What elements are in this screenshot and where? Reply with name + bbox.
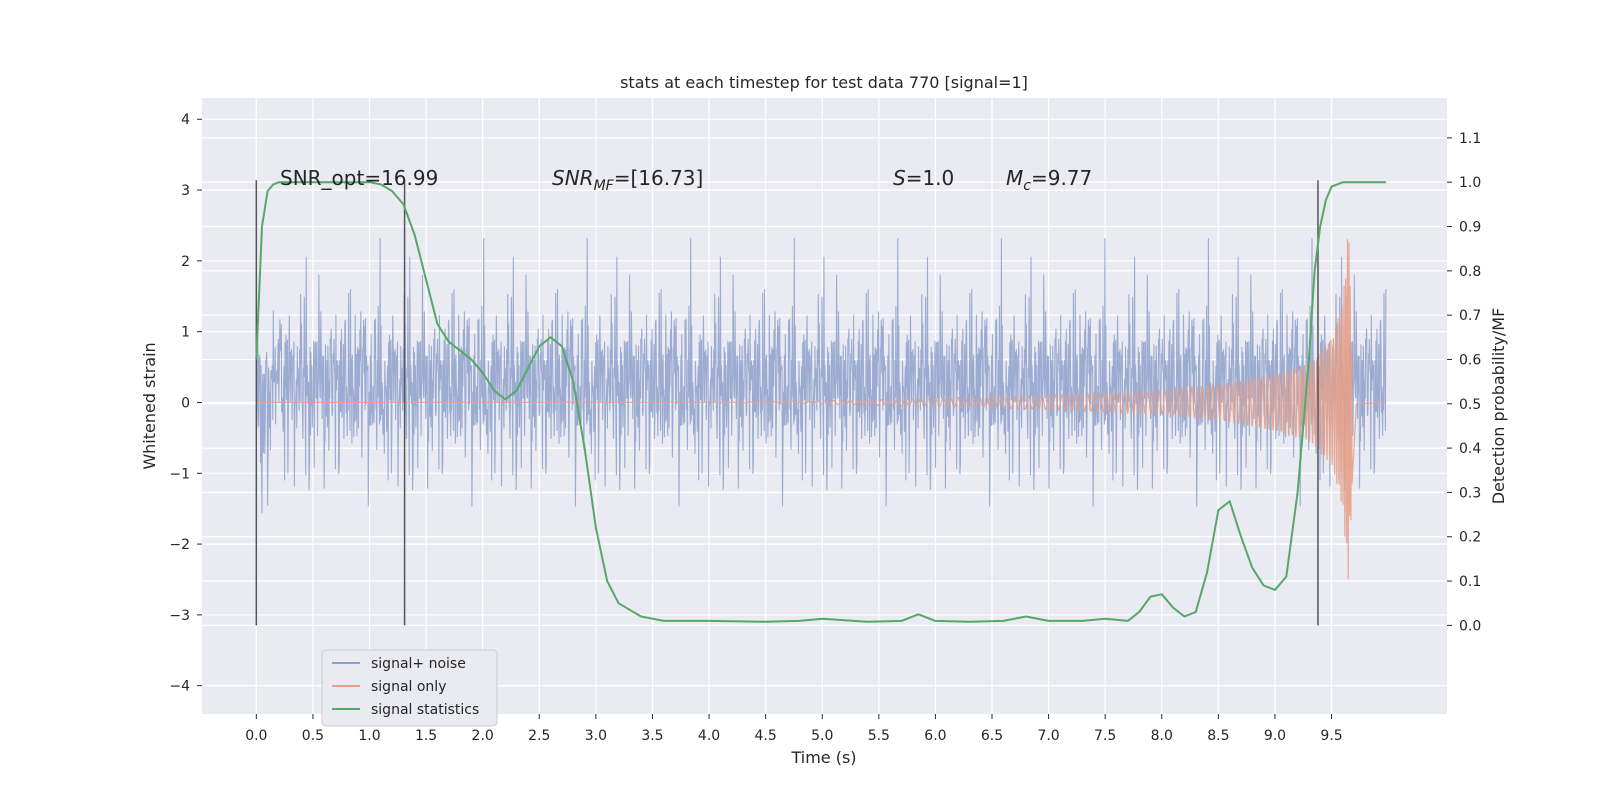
y-axis-label: Whitened strain [140, 342, 159, 469]
y-right-tick-label: 0.0 [1459, 618, 1481, 634]
y-right-tick-label: 0.5 [1459, 397, 1481, 413]
y-tick-label: 1 [181, 325, 190, 341]
y-right-tick-label: 0.7 [1459, 308, 1481, 324]
x-tick-label: 2.5 [528, 728, 550, 744]
x-tick-label: 4.0 [698, 728, 720, 744]
x-tick-label: 8.0 [1151, 728, 1173, 744]
y-right-tick-label: 0.6 [1459, 352, 1481, 368]
x-tick-label: 6.5 [981, 728, 1003, 744]
signal-only-line [256, 238, 1386, 580]
x-tick-label: 5.5 [868, 728, 890, 744]
y-axis-right-label: Detection probability/MF [1489, 308, 1508, 505]
x-axis-label: Time (s) [790, 748, 856, 767]
ticks: 0.0 0.5 1.0 1.5 2.0 2.5 3.0 3.5 4.0 4.5 5.0 5.5 6.0 6… [169, 112, 1481, 744]
annotation-snr-opt: SNR_opt=16.99 [280, 166, 438, 190]
x-tick-label: 9.5 [1320, 728, 1342, 744]
legend: signal+ noise signal only signal statist… [321, 649, 498, 727]
annotation-snr-mf: SNRMF=[16.73] [552, 166, 703, 194]
y-tick-label: 3 [181, 183, 190, 199]
x-tick-label: 4.5 [755, 728, 777, 744]
y-tick-label: −1 [169, 466, 190, 482]
legend-box [321, 649, 498, 727]
x-tick-label: 0.0 [245, 728, 267, 744]
y-tick-label: 0 [181, 395, 190, 411]
x-tick-label: 3.5 [641, 728, 663, 744]
y-right-tick-label: 0.8 [1459, 264, 1481, 280]
y-right-tick-label: 0.1 [1459, 574, 1481, 590]
annotation-s: S=1.0 [893, 166, 954, 190]
series-signal-statistics [255, 181, 1386, 623]
x-tick-label: 6.0 [924, 728, 946, 744]
legend-label-signal-only: signal only [371, 679, 446, 695]
x-tick-label: 2.0 [472, 728, 494, 744]
x-tick-label: 9.0 [1264, 728, 1286, 744]
y-right-tick-label: 0.4 [1459, 441, 1481, 457]
annotation-mc: Mc=9.77 [1006, 166, 1092, 194]
y-tick-label: 4 [181, 112, 190, 128]
y-right-tick-label: 1.1 [1459, 131, 1481, 147]
legend-label-signal-statistics: signal statistics [371, 702, 479, 718]
vertical-markers [255, 180, 1319, 626]
legend-label-signal-plus-noise: signal+ noise [371, 656, 466, 672]
y-tick-label: −3 [169, 608, 190, 624]
y-right-tick-label: 0.9 [1459, 220, 1481, 236]
x-tick-label: 0.5 [302, 728, 324, 744]
y-tick-label: −4 [169, 679, 190, 695]
chart-title: stats at each timestep for test data 770… [620, 73, 1028, 92]
y-right-tick-label: 0.3 [1459, 485, 1481, 501]
signal-statistics-line [255, 181, 1386, 623]
x-tick-label: 7.5 [1094, 728, 1116, 744]
series-signal-only [256, 238, 1386, 580]
y-right-tick-label: 0.2 [1459, 530, 1481, 546]
y-tick-label: 2 [181, 254, 190, 270]
y-right-tick-label: 1.0 [1459, 175, 1481, 191]
x-tick-label: 8.5 [1207, 728, 1229, 744]
x-tick-label: 3.0 [585, 728, 607, 744]
x-tick-label: 1.0 [358, 728, 380, 744]
x-tick-label: 5.0 [811, 728, 833, 744]
x-tick-label: 1.5 [415, 728, 437, 744]
y-tick-label: −2 [169, 537, 190, 553]
x-tick-label: 7.0 [1037, 728, 1059, 744]
